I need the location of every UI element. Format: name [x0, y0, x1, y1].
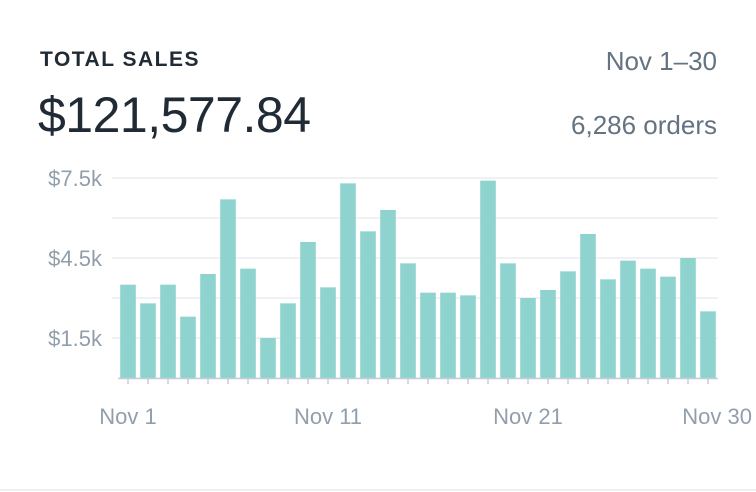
- x-tick-label: Nov 30: [682, 404, 752, 429]
- bar-nov-2[interactable]: [140, 303, 156, 378]
- y-tick-label: $1.5k: [48, 326, 103, 351]
- bar-nov-18[interactable]: [460, 295, 476, 378]
- bar-nov-11[interactable]: [320, 287, 336, 378]
- bar-nov-16[interactable]: [420, 292, 436, 378]
- total-sales-value: $121,577.84: [38, 87, 311, 143]
- bar-nov-7[interactable]: [240, 268, 256, 378]
- bar-nov-21[interactable]: [520, 298, 536, 378]
- bar-nov-28[interactable]: [660, 276, 676, 378]
- bar-nov-24[interactable]: [580, 234, 596, 378]
- bar-nov-6[interactable]: [220, 199, 236, 378]
- bar-nov-23[interactable]: [560, 271, 576, 378]
- bar-nov-10[interactable]: [300, 242, 316, 378]
- card-title: TOTAL SALES: [40, 48, 201, 71]
- bar-nov-1[interactable]: [120, 284, 136, 378]
- x-tick-label: Nov 11: [294, 404, 362, 429]
- bar-nov-25[interactable]: [600, 279, 616, 378]
- bar-nov-20[interactable]: [500, 263, 516, 378]
- bar-nov-12[interactable]: [340, 183, 356, 378]
- orders-count: 6,286 orders: [571, 110, 717, 140]
- bar-nov-3[interactable]: [160, 284, 176, 378]
- bar-nov-13[interactable]: [360, 231, 376, 378]
- bar-nov-9[interactable]: [280, 303, 296, 378]
- bar-nov-15[interactable]: [400, 263, 416, 378]
- bar-nov-4[interactable]: [180, 316, 196, 378]
- bar-nov-19[interactable]: [480, 180, 496, 378]
- bar-nov-22[interactable]: [540, 290, 556, 378]
- date-range: Nov 1–30: [605, 46, 717, 76]
- bar-nov-26[interactable]: [620, 260, 636, 378]
- bar-nov-5[interactable]: [200, 274, 216, 378]
- bar-nov-27[interactable]: [640, 268, 656, 378]
- card-divider: [0, 489, 756, 491]
- x-tick-label: Nov 1: [99, 404, 156, 429]
- bar-nov-14[interactable]: [380, 210, 396, 378]
- bar-nov-30[interactable]: [700, 311, 716, 378]
- bar-nov-29[interactable]: [680, 258, 696, 378]
- bar-nov-8[interactable]: [260, 338, 276, 378]
- x-tick-label: Nov 21: [493, 404, 563, 429]
- bar-nov-17[interactable]: [440, 292, 456, 378]
- y-tick-label: $7.5k: [48, 166, 103, 191]
- y-tick-label: $4.5k: [48, 246, 103, 271]
